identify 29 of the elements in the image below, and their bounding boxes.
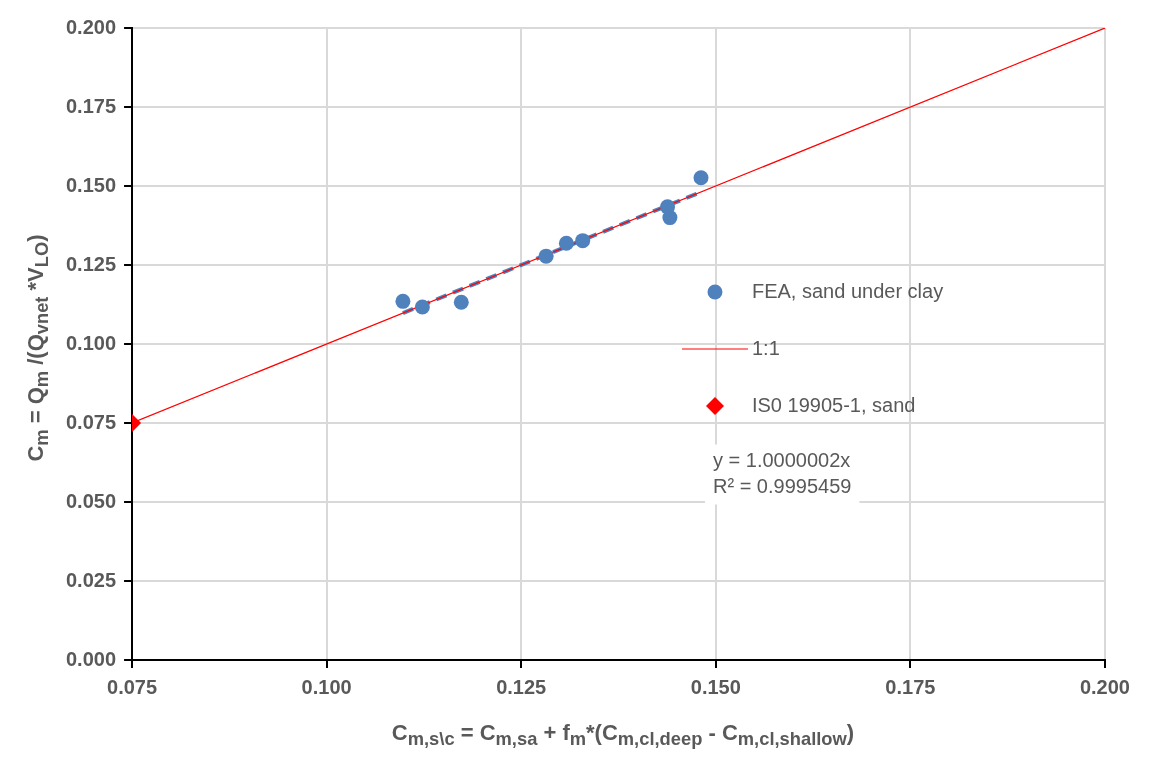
x-tick-label: 0.075	[107, 675, 158, 698]
x-tick-label: 0.200	[1079, 675, 1131, 698]
point	[453, 294, 469, 310]
y-tick-label: 0.100	[65, 331, 117, 354]
x-tick-label: 0.125	[496, 675, 547, 698]
legend-label: FEA, sand under clay	[751, 279, 944, 302]
y-tick-label: 0.000	[65, 647, 117, 670]
point	[693, 170, 709, 186]
point	[662, 210, 678, 226]
x-tick-label: 0.150	[690, 675, 741, 698]
y-tick-label: 0.175	[65, 94, 117, 117]
point	[575, 233, 591, 249]
legend-label: 1:1	[751, 336, 780, 359]
x-tick-label: 0.100	[301, 675, 352, 698]
y-tick-label: 0.150	[65, 173, 117, 196]
annotation: y = 1.0000002x	[712, 449, 851, 472]
point	[395, 293, 411, 309]
point	[414, 299, 430, 315]
point	[558, 235, 574, 251]
y-tick-label: 0.050	[65, 489, 117, 512]
y-tick-label: 0.025	[65, 568, 117, 591]
y-tick-label: 0.125	[65, 252, 117, 275]
y-tick-label: 0.075	[65, 410, 117, 433]
annotation: R² = 0.9995459	[712, 475, 852, 498]
legend-label: IS0 19905-1, sand	[751, 393, 916, 416]
x-tick-label: 0.175	[885, 675, 936, 698]
point	[538, 248, 554, 264]
text: C$_{m,s\c}$ = C$_{m,sa}$ + f$_{m}$*(C$_{m,cl,deep}$ - C$_{m,cl,shallow}$)	[391, 719, 855, 749]
y-tick-label: 0.200	[65, 15, 117, 38]
